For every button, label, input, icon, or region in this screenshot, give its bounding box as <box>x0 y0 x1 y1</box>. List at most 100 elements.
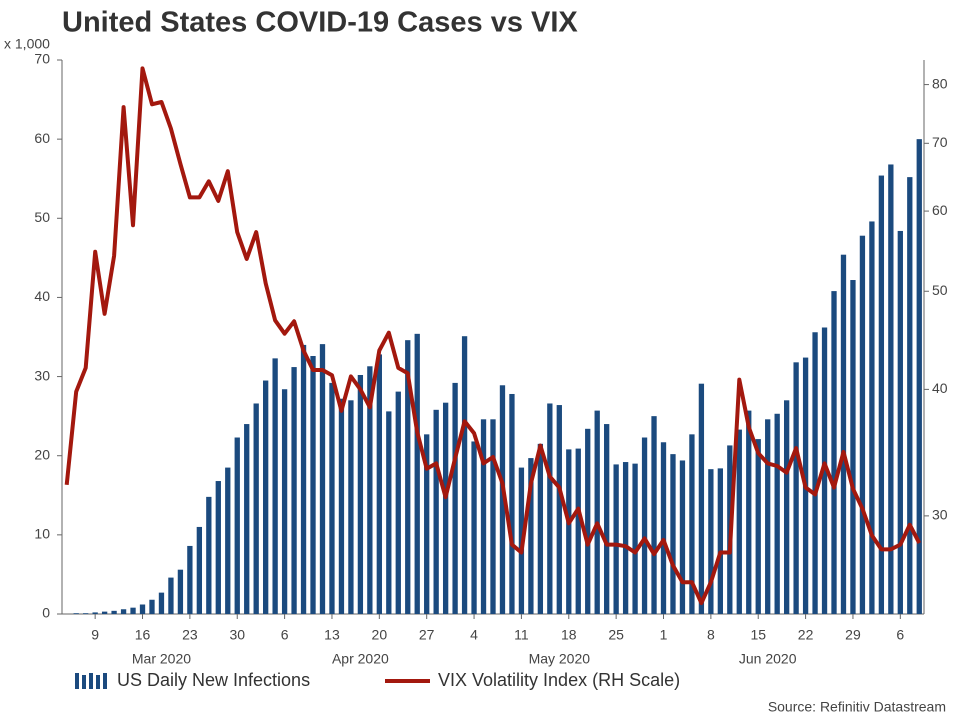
y-tick-label: 50 <box>34 209 50 225</box>
bar <box>177 569 184 614</box>
y2-tick-label: 80 <box>932 75 948 91</box>
bar <box>897 230 903 614</box>
y-tick-label: 70 <box>34 51 50 67</box>
bar <box>537 443 544 614</box>
bar <box>869 221 875 615</box>
x-tick-label: 6 <box>896 627 904 643</box>
bar <box>319 344 326 614</box>
x-tick-label: 15 <box>750 627 766 643</box>
x-tick-label: 8 <box>707 627 715 643</box>
bar <box>253 403 259 614</box>
bar <box>263 380 269 614</box>
bar <box>746 410 752 614</box>
bar <box>698 383 705 614</box>
bar <box>812 332 818 614</box>
bar <box>130 607 136 614</box>
y-unit-label: x 1,000 <box>4 36 50 52</box>
bar <box>367 366 373 614</box>
y-tick-label: 30 <box>34 367 50 383</box>
bar <box>442 402 449 614</box>
month-label: Mar 2020 <box>132 651 191 667</box>
month-label: Apr 2020 <box>332 651 389 667</box>
bar <box>566 449 572 614</box>
bar <box>774 413 780 614</box>
legend-swatch <box>103 673 107 689</box>
legend-swatch <box>96 675 100 689</box>
bar <box>585 428 591 614</box>
bar <box>281 389 288 614</box>
bar <box>111 610 117 614</box>
bar <box>480 419 487 614</box>
legend-label: US Daily New Infections <box>117 670 310 690</box>
y2-tick-label: 60 <box>932 202 948 218</box>
bar <box>528 458 534 614</box>
bar <box>471 441 477 614</box>
bar <box>888 164 894 614</box>
bar <box>168 577 174 614</box>
bar <box>149 599 155 614</box>
bar <box>765 419 771 614</box>
line <box>64 66 922 606</box>
bar <box>424 434 430 614</box>
bar <box>234 437 240 614</box>
x-tick-label: 27 <box>419 627 435 643</box>
bar <box>73 613 79 614</box>
bar <box>461 336 468 614</box>
y-tick-label: 0 <box>42 605 50 621</box>
bar <box>187 545 193 614</box>
y2-tick-label: 70 <box>932 134 948 150</box>
x-tick-label: 30 <box>229 627 245 643</box>
x-tick-label: 25 <box>608 627 624 643</box>
bar <box>613 464 619 614</box>
bar <box>291 367 297 614</box>
bar <box>717 468 723 614</box>
bar <box>632 463 638 614</box>
bar <box>916 139 922 614</box>
bar <box>139 604 146 614</box>
bar <box>793 362 799 614</box>
bar <box>840 254 847 615</box>
bar <box>405 340 411 614</box>
source: Source: Refinitiv Datastream <box>768 699 946 715</box>
bar <box>679 460 686 614</box>
bar <box>594 410 600 614</box>
bar <box>452 382 458 614</box>
legend-swatch <box>75 673 79 689</box>
bar <box>329 382 335 614</box>
bar <box>604 424 610 614</box>
bar <box>215 481 221 614</box>
bar <box>300 344 307 614</box>
bar <box>641 437 648 614</box>
bar <box>556 405 562 614</box>
x-tick-label: 1 <box>660 627 668 643</box>
bar <box>850 280 856 614</box>
month-label: May 2020 <box>529 651 591 667</box>
y-tick-label: 10 <box>34 526 50 542</box>
x-tick-label: 11 <box>514 627 529 643</box>
bar <box>433 409 439 614</box>
legend-swatch <box>89 673 93 689</box>
bar <box>357 374 364 614</box>
bar <box>755 439 761 614</box>
x-tick-label: 4 <box>470 627 478 643</box>
bar <box>196 526 203 614</box>
bar <box>859 235 866 614</box>
bar <box>376 354 382 614</box>
bar <box>338 398 345 614</box>
bar <box>907 177 913 615</box>
bar <box>878 175 885 614</box>
bar <box>736 429 742 614</box>
bar <box>272 358 278 614</box>
bar <box>101 611 108 614</box>
x-tick-label: 13 <box>324 627 340 643</box>
bar <box>310 355 316 614</box>
bar <box>575 448 581 614</box>
legend-swatch <box>82 675 86 689</box>
x-tick-label: 23 <box>182 627 198 643</box>
bar <box>120 609 127 614</box>
bar <box>651 416 657 614</box>
month-label: Jun 2020 <box>739 651 797 667</box>
bar <box>689 434 695 614</box>
y2-tick-label: 30 <box>932 507 948 523</box>
bar <box>831 291 837 614</box>
